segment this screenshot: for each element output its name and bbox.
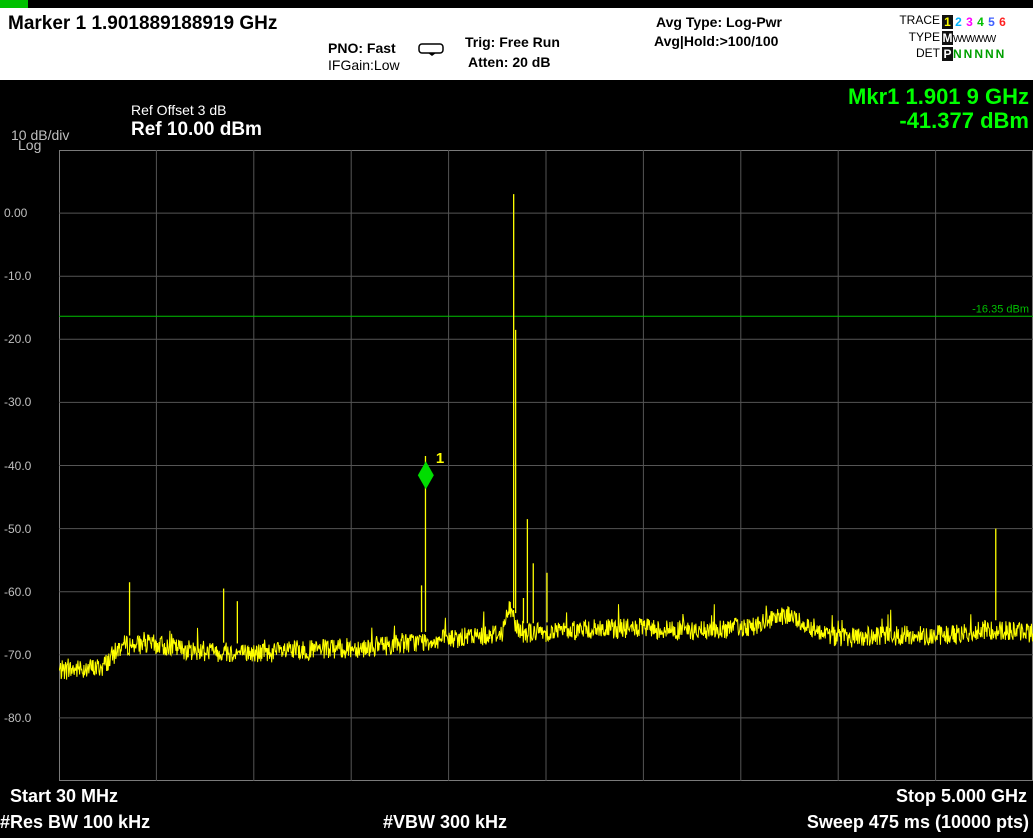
ref-level: Ref 10.00 dBm [131, 119, 262, 140]
y-tick-label: -40.0 [4, 458, 32, 473]
spectrum-trace [59, 194, 1033, 680]
marker-number: 1 [436, 450, 444, 467]
det-label: DET [916, 46, 940, 60]
video-bandwidth: #VBW 300 kHz [383, 812, 508, 832]
sweep-info-panel: Trig: Free Run Atten: 20 dB Avg Type: Lo… [452, 8, 1033, 80]
ref-offset: Ref Offset 3 dB [131, 102, 227, 118]
sweep-time: Sweep 475 ms (10000 pts) [806, 812, 1029, 832]
pno-setting: PNO: Fast [328, 40, 396, 56]
y-tick-label: -60.0 [4, 584, 32, 599]
trace-number-3[interactable]: 3 [966, 15, 973, 29]
marker-amplitude-readout: -41.377 dBm [899, 108, 1029, 133]
y-tick-label: -30.0 [4, 395, 32, 410]
stop-frequency: Stop 5.000 GHz [895, 786, 1027, 806]
limit-line-label: -16.35 dBm [972, 303, 1029, 315]
trace-det-row: P NNNNN [942, 45, 1007, 61]
marker-title: Marker 1 1.901889188919 GHz [8, 13, 278, 34]
ifgain-setting: IFGain:Low [328, 57, 400, 73]
trace-number-4[interactable]: 4 [977, 15, 984, 29]
y-tick-label: -50.0 [4, 521, 32, 536]
marker-1[interactable]: 1 [417, 450, 444, 490]
scale-type: Log [18, 137, 42, 153]
avg-hold: Avg|Hold:>100/100 [654, 33, 779, 49]
trace-number-6[interactable]: 6 [999, 15, 1006, 29]
attenuation-setting: Atten: 20 dB [468, 54, 551, 70]
y-tick-label: -70.0 [4, 647, 32, 662]
trace-type-rest: WWWWW [953, 34, 996, 45]
y-tick-label: -20.0 [4, 332, 32, 347]
avg-type: Avg Type: Log-Pwr [656, 14, 782, 30]
trace-number-1[interactable]: 1 [942, 15, 953, 29]
trace-det-rest: NNNNN [953, 47, 1007, 61]
trace-noise-floor [59, 601, 1033, 680]
scale-per-div: 10 dB/div [11, 127, 70, 143]
trace-type-row: MWWWWW [942, 29, 996, 45]
trace-number-2[interactable]: 2 [955, 15, 962, 29]
status-indicator [0, 0, 28, 8]
resolution-bandwidth: #Res BW 100 kHz [0, 812, 151, 832]
marker-panel[interactable]: Marker 1 1.901889188919 GHz PNO: Fast IF… [0, 8, 452, 80]
y-tick-label: -10.0 [4, 269, 32, 284]
trace-det-value: P [942, 47, 953, 61]
spectrum-plot[interactable]: -16.35 dBm 1 [59, 150, 1033, 781]
y-tick-label: 0.00 [4, 206, 28, 221]
ifgain-icon [418, 43, 446, 62]
trace-number-5[interactable]: 5 [988, 15, 995, 29]
plot-grid [59, 150, 1033, 781]
y-tick-label: -80.0 [4, 710, 32, 725]
trace-type-value: M [942, 31, 953, 45]
marker-diamond-icon [417, 461, 434, 490]
trace-label: TRACE [899, 13, 940, 27]
marker-frequency-readout: Mkr1 1.901 9 GHz [848, 84, 1029, 109]
start-frequency: Start 30 MHz [10, 786, 119, 806]
trigger-setting: Trig: Free Run [465, 34, 560, 50]
type-label: TYPE [908, 30, 940, 44]
